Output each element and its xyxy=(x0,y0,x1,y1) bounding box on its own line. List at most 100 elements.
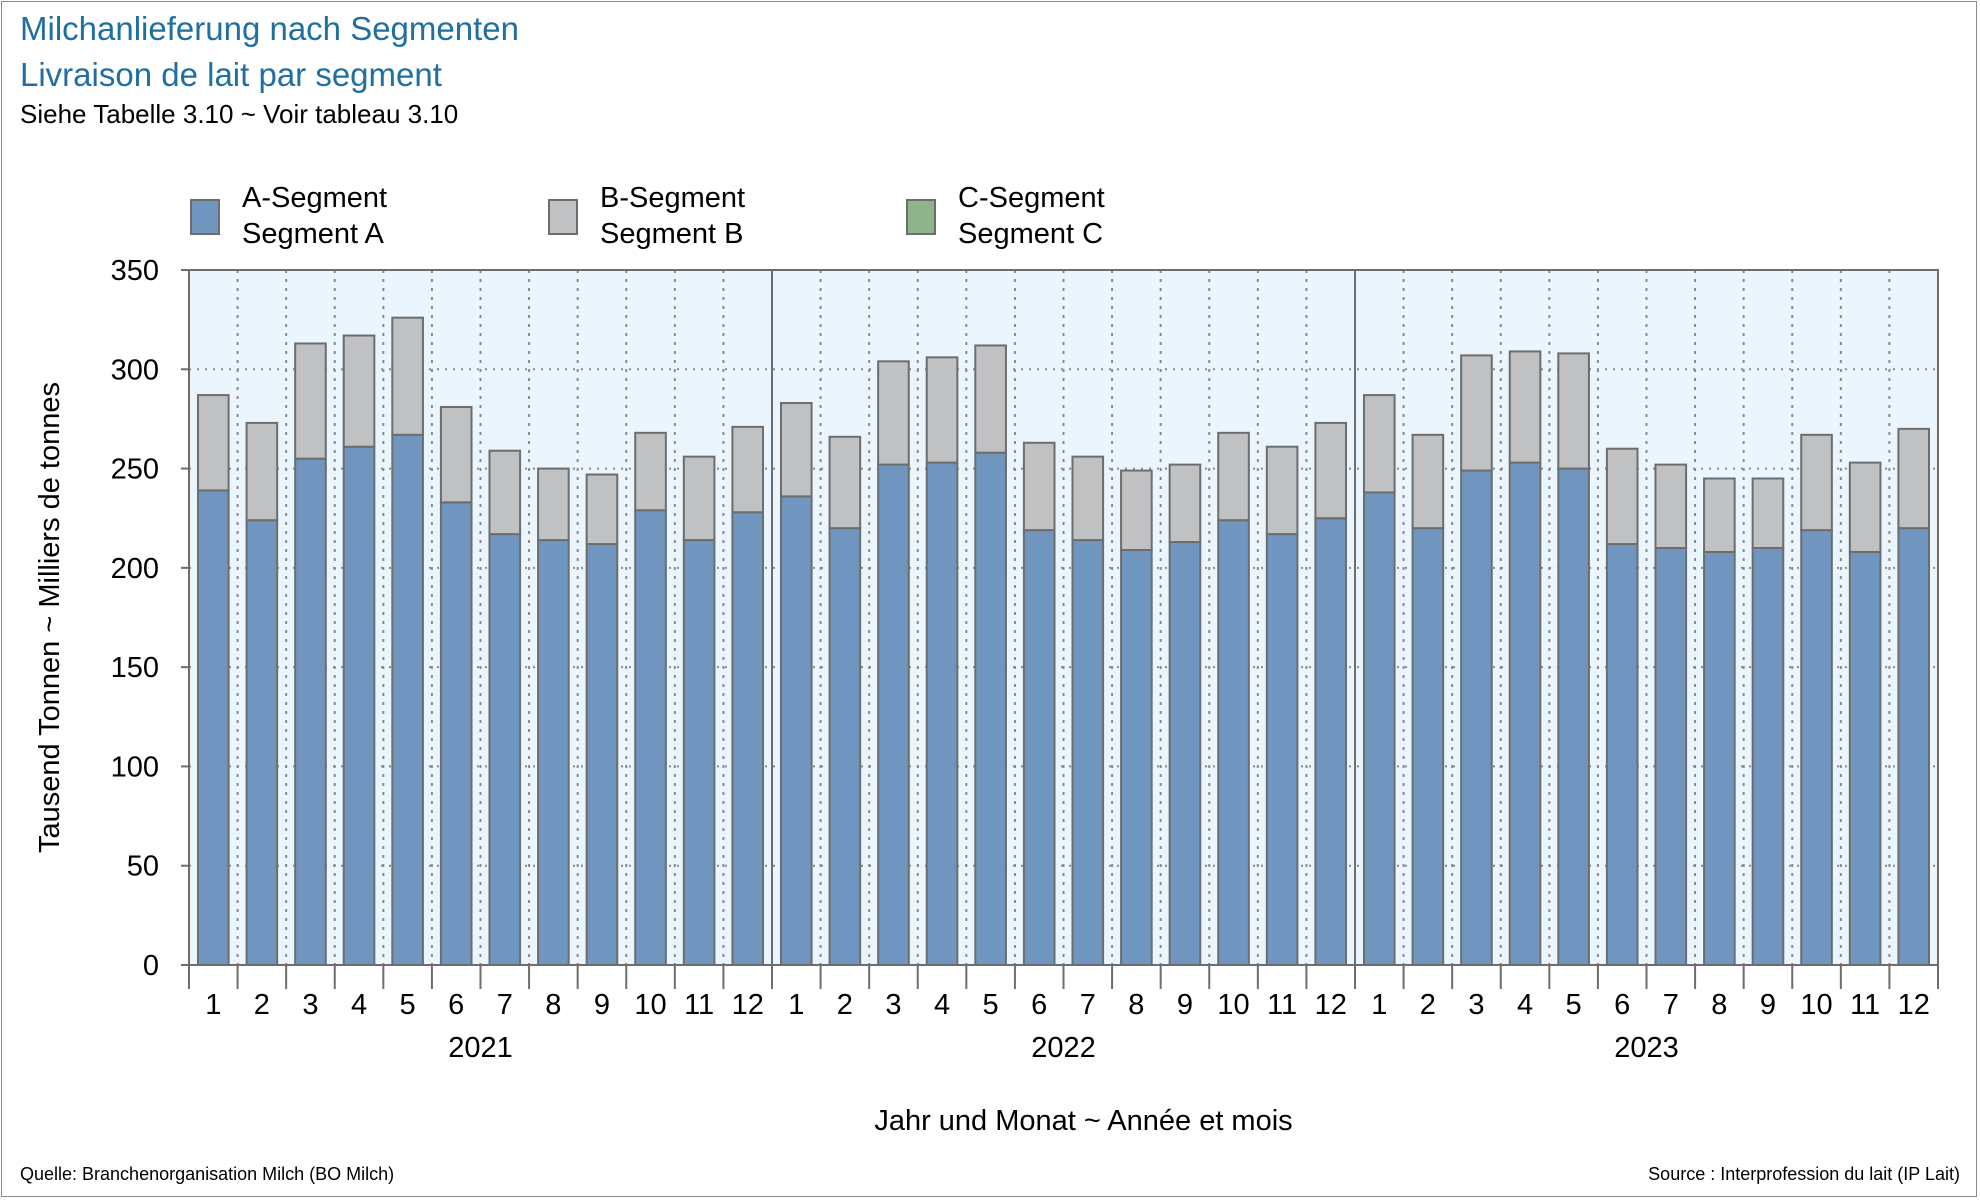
bar-segment-b xyxy=(294,342,327,460)
x-tick-label: 4 xyxy=(1517,989,1533,1021)
bar-segment-b xyxy=(1654,463,1688,550)
bar-segment-a xyxy=(1557,467,1590,966)
bar-segment-b xyxy=(877,360,910,466)
bar-segment-a xyxy=(1217,519,1250,966)
bar-segment-b xyxy=(1751,477,1785,549)
x-tick-label: 1 xyxy=(1371,989,1387,1021)
x-tick-label: 1 xyxy=(788,989,804,1021)
legend-swatch-segment-a xyxy=(190,199,220,235)
x-tick-label: 10 xyxy=(1217,989,1249,1021)
year-label: 2021 xyxy=(448,1032,513,1064)
x-tick-label: 2 xyxy=(254,989,270,1021)
legend-label-segment-a-de: A-Segment xyxy=(242,182,388,214)
bar-segment-b xyxy=(1120,469,1153,551)
bar-segment-a xyxy=(1265,533,1299,966)
bar-segment-a xyxy=(391,433,424,967)
bar-segment-a xyxy=(1314,517,1348,966)
x-tick-label: 5 xyxy=(400,989,416,1021)
y-tick-label: 50 xyxy=(127,851,159,883)
bar-segment-b xyxy=(1605,447,1639,546)
x-tick-label: 3 xyxy=(885,989,901,1021)
bar-segment-b xyxy=(1800,433,1833,532)
x-tick-label: 11 xyxy=(1267,989,1297,1021)
x-tick-label: 9 xyxy=(1177,989,1193,1021)
bar-segment-a xyxy=(245,519,279,966)
bar-segment-a xyxy=(1022,529,1056,967)
year-label: 2023 xyxy=(1614,1032,1679,1064)
y-tick-label: 0 xyxy=(143,950,159,982)
bar-segment-b xyxy=(925,356,959,464)
bar-segment-b xyxy=(1897,427,1931,530)
bar-segment-b xyxy=(634,431,667,512)
bar-segment-b xyxy=(1411,433,1445,530)
bar-segment-a xyxy=(439,501,473,966)
y-tick-label: 100 xyxy=(111,751,159,783)
bar-segment-b xyxy=(439,406,473,504)
y-tick-label: 200 xyxy=(111,553,159,585)
bar-segment-b xyxy=(537,467,570,542)
x-tick-label: 12 xyxy=(1315,989,1347,1021)
x-tick-label: 4 xyxy=(934,989,950,1021)
bar-segment-a xyxy=(1460,469,1493,966)
x-tick-label: 2 xyxy=(1420,989,1436,1021)
year-label: 2022 xyxy=(1031,1032,1096,1064)
x-tick-label: 6 xyxy=(448,989,464,1021)
bar-segment-a xyxy=(1800,529,1833,967)
bar-segment-b xyxy=(488,449,522,536)
x-tick-label: 3 xyxy=(302,989,318,1021)
x-tick-label: 10 xyxy=(1800,989,1832,1021)
bar-segment-b xyxy=(682,455,716,542)
x-tick-label: 11 xyxy=(684,989,714,1021)
bar-segment-b xyxy=(1071,455,1105,542)
x-tick-label: 9 xyxy=(594,989,610,1021)
chart-subtitle: Livraison de lait par segment xyxy=(20,56,442,93)
bar-segment-a xyxy=(1654,547,1688,966)
chart-title: Milchanlieferung nach Segmenten xyxy=(20,10,519,47)
bar-segment-b xyxy=(342,334,376,448)
bar-segment-a xyxy=(1848,550,1882,966)
x-tick-label: 1 xyxy=(205,989,221,1021)
x-tick-label: 7 xyxy=(497,989,513,1021)
bar-segment-a xyxy=(1411,527,1445,967)
legend-swatch-segment-c xyxy=(906,199,936,235)
bar-segment-a xyxy=(1751,547,1785,966)
x-tick-label: 12 xyxy=(1898,989,1930,1021)
bar-segment-b xyxy=(1557,352,1590,470)
legend-label-segment-c-fr: Segment C xyxy=(958,218,1104,250)
legend-label-segment-c-de: C-Segment xyxy=(958,182,1105,214)
x-tick-label: 12 xyxy=(732,989,764,1021)
x-tick-label: 11 xyxy=(1850,989,1880,1021)
bar-segment-b xyxy=(828,435,862,530)
bar-segment-a xyxy=(1508,461,1542,966)
x-tick-label: 9 xyxy=(1760,989,1776,1021)
bar-segment-b xyxy=(1362,394,1396,494)
legend-swatch-segment-b xyxy=(548,199,578,235)
bar-segment-b xyxy=(391,316,424,436)
bar-segment-b xyxy=(779,402,813,498)
x-tick-label: 3 xyxy=(1468,989,1484,1021)
legend-label-segment-b-de: B-Segment xyxy=(600,182,746,214)
x-tick-label: 7 xyxy=(1080,989,1096,1021)
bar-segment-b xyxy=(1217,431,1250,522)
y-tick-label: 350 xyxy=(111,255,159,287)
bar-segment-b xyxy=(1703,477,1736,553)
bar-segment-b xyxy=(974,344,1007,454)
x-tick-label: 4 xyxy=(351,989,367,1021)
bar-segment-a xyxy=(585,543,619,966)
x-tick-label: 5 xyxy=(983,989,999,1021)
bar-segment-a xyxy=(488,533,522,966)
x-tick-label: 8 xyxy=(1711,989,1727,1021)
x-axis-title: Jahr und Monat ~ Année et mois xyxy=(874,1105,1292,1137)
bar-segment-a xyxy=(682,539,716,966)
x-tick-label: 5 xyxy=(1566,989,1582,1021)
bar-segment-a xyxy=(877,463,910,966)
bar-segment-a xyxy=(537,539,570,966)
y-axis-title: Tausend Tonnen ~ Milliers de tonnes xyxy=(34,382,66,853)
bar-segment-b xyxy=(1460,354,1493,472)
bar-segment-b xyxy=(1314,421,1348,520)
y-tick-label: 150 xyxy=(111,652,159,684)
source-left: Quelle: Branchenorganisation Milch (BO M… xyxy=(20,1164,395,1184)
table-reference-note: Siehe Tabelle 3.10 ~ Voir tableau 3.10 xyxy=(20,99,459,129)
bar-segment-a xyxy=(1071,539,1105,966)
